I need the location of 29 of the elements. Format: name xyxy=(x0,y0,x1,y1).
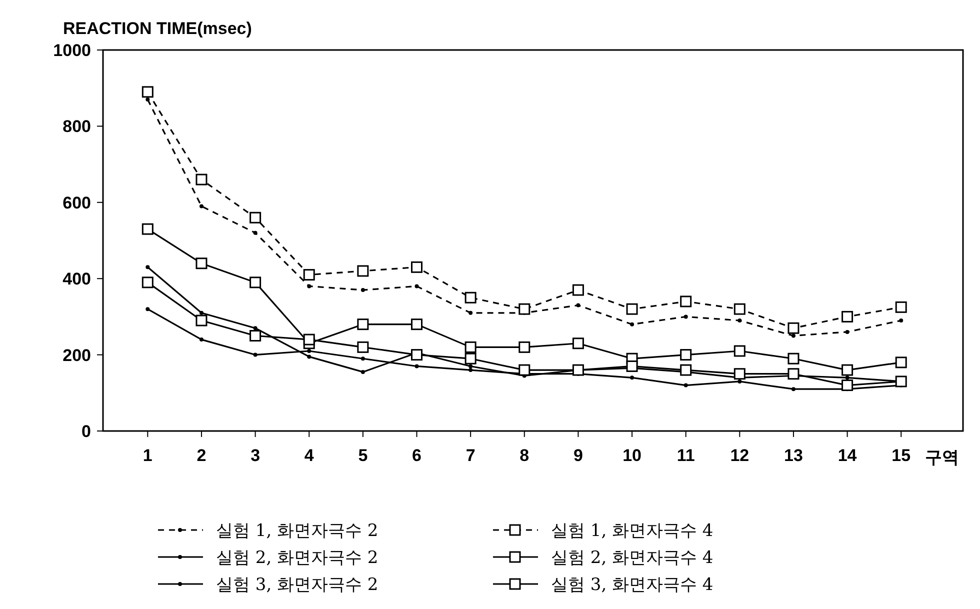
x-tick-label: 3 xyxy=(250,446,260,465)
x-tick-label: 4 xyxy=(304,446,314,465)
legend-label: 실험 3, 화면자극수 2 xyxy=(216,574,378,595)
x-tick-label: 5 xyxy=(358,446,368,465)
x-tick-label: 15 xyxy=(892,446,911,465)
y-tick-label: 800 xyxy=(62,117,91,136)
x-tick-label: 14 xyxy=(838,446,858,465)
y-axis-title: REACTION TIME(msec) xyxy=(63,19,252,38)
y-tick-label: 200 xyxy=(62,346,91,365)
x-tick-label: 10 xyxy=(622,446,642,465)
y-tick-label: 400 xyxy=(62,270,91,289)
y-tick-label: 0 xyxy=(82,422,91,441)
x-tick-label: 2 xyxy=(196,446,206,465)
y-tick-label: 600 xyxy=(62,193,91,212)
x-tick-label: 13 xyxy=(784,446,803,465)
legend-label: 실험 1, 화면자극수 2 xyxy=(216,520,378,541)
x-axis-title: 구역 xyxy=(925,448,959,468)
x-tick-label: 9 xyxy=(573,446,583,465)
legend-label: 실험 2, 화면자극수 2 xyxy=(216,548,378,568)
legend-label: 실험 1, 화면자극수 4 xyxy=(551,520,714,541)
x-tick-label: 11 xyxy=(676,446,695,465)
legend-label: 실험 2, 화면자극수 4 xyxy=(551,548,714,568)
x-tick-label: 12 xyxy=(730,446,750,465)
legend-label: 실험 3, 화면자극수 4 xyxy=(551,574,714,595)
x-tick-label: 7 xyxy=(466,446,476,465)
x-tick-label: 8 xyxy=(520,446,530,465)
y-tick-label: 1000 xyxy=(53,40,91,60)
x-tick-label: 1 xyxy=(142,446,152,465)
x-tick-label: 6 xyxy=(412,446,422,465)
